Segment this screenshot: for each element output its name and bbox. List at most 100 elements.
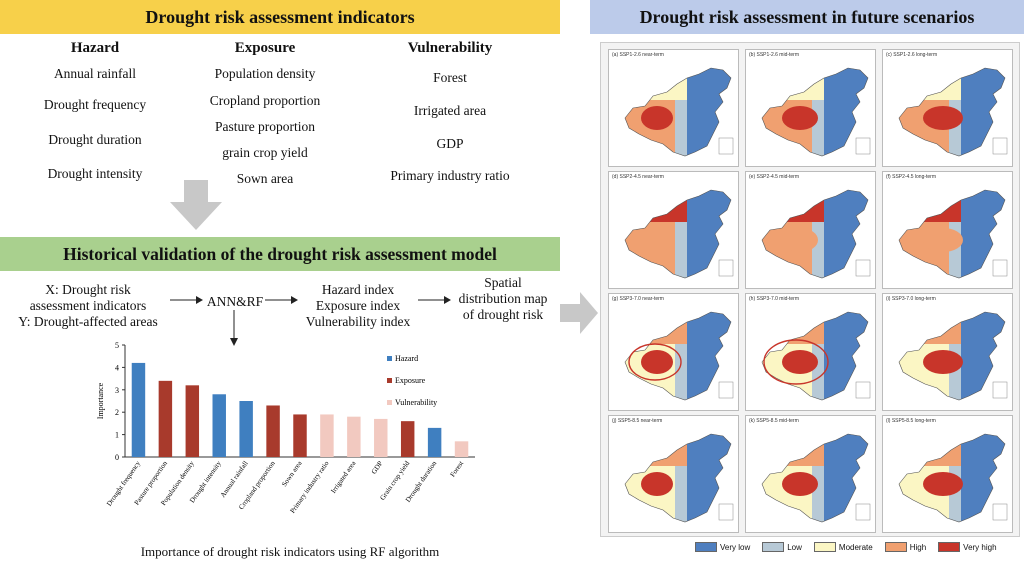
scenario-map: (g) SSP3-7.0 near-term [608,293,739,411]
bar-sown-area [293,414,307,457]
risk-legend-label: Moderate [838,542,873,552]
x-tick-label: Sown area [280,459,304,488]
legend-label: Exposure [395,376,426,385]
bar-drought-frequency [131,362,146,457]
bar-forest [454,441,469,457]
vulnerability-index-label: Vulnerability index [305,314,411,329]
indicators-banner: Drought risk assessment indicators [0,0,560,34]
arrow-right-icon [170,296,203,304]
scenario-map: (k) SSP5-8.5 mid-term [745,415,876,533]
x-tick-label: Irrigated area [329,459,358,495]
hazard-item: Drought duration [48,132,142,147]
scenario-maps-panel: (a) SSP1-2.6 near-term (b) SSP1-2.6 mid-t… [600,42,1020,537]
y-tick-label: 5 [115,341,119,350]
map-caption: (l) SSP5-8.5 long-term [886,418,936,424]
risk-legend-item: Moderate [813,542,873,552]
legend-swatch [387,356,392,361]
arrow-right-icon [265,296,298,304]
vulnerability-item: Irrigated area [413,103,487,118]
bar-pasture-proportion [158,380,173,457]
map-caption: (e) SSP2-4.5 mid-term [749,174,800,180]
vulnerability-column: Vulnerability Forest Irrigated area GDP … [375,40,525,190]
bar-population-density [185,385,200,457]
scenario-map: (c) SSP1-2.6 long-term [882,49,1013,167]
exposure-index-label: Exposure index [315,298,401,313]
scenario-map: (i) SSP3-7.0 long-term [882,293,1013,411]
risk-legend-swatch [884,542,907,552]
vulnerability-item: Primary industry ratio [390,168,510,183]
exposure-item: Sown area [236,171,294,186]
right-arrow-icon [560,292,598,334]
output-label: Spatial distribution map of drought risk [448,275,558,323]
legend-label: Vulnerability [395,398,437,407]
risk-legend-item: Low [762,542,802,552]
risk-legend-label: Very low [720,542,751,552]
hazard-item: Annual rainfall [53,66,137,81]
y-tick-label: 2 [115,408,119,417]
vulnerability-item: Forest [433,70,467,85]
index-list: Hazard index Exposure index Vulnerabilit… [296,282,420,330]
vulnerability-item: GDP [436,136,464,151]
scenario-map: (j) SSP5-8.5 near-term [608,415,739,533]
x-tick-label: Annual rainfall [219,460,250,500]
risk-legend-swatch [938,542,961,552]
bar-cropland-proportion [266,405,280,457]
bar-drought-duration [427,427,442,457]
scenario-map: (l) SSP5-8.5 long-term [882,415,1013,533]
scenario-map: (f) SSP2-4.5 long-term [882,171,1013,289]
map-caption: (d) SSP2-4.5 near-term [612,174,664,180]
map-caption: (b) SSP1-2.6 mid-term [749,52,800,58]
risk-legend-label: Low [787,542,802,552]
bar-primary-industry-ratio [320,414,334,457]
scenario-map: (e) SSP2-4.5 mid-term [745,171,876,289]
risk-legend-swatch [762,542,785,552]
map-caption: (f) SSP2-4.5 long-term [886,174,937,180]
map-caption: (g) SSP3-7.0 near-term [612,296,664,302]
scenario-map: (b) SSP1-2.6 mid-term [745,49,876,167]
exposure-title: Exposure [234,40,296,56]
map-caption: (k) SSP5-8.5 mid-term [749,418,799,424]
hazard-item: Drought intensity [47,166,143,181]
scenario-map: (a) SSP1-2.6 near-term [608,49,739,167]
flow-y-line: Y: Drought-affected areas [18,314,158,329]
y-tick-label: 0 [115,453,119,462]
flow-x-line2: assessment indicators [29,298,147,313]
chart-caption: Importance of drought risk indicators us… [140,544,440,559]
y-axis-label: Importance [96,382,105,419]
validation-banner: Historical validation of the drought ris… [0,237,560,271]
risk-legend-item: High [884,542,927,552]
y-tick-label: 4 [115,363,119,372]
exposure-item: Cropland proportion [209,93,321,108]
map-caption: (c) SSP1-2.6 long-term [886,52,938,58]
arrow-down-icon [230,310,238,346]
flow-x-label: X: Drought risk assessment indicators Y:… [8,282,168,330]
hazard-index-label: Hazard index [321,282,395,297]
bar-gdp [374,418,388,457]
x-tick-label: GDP [370,459,385,475]
exposure-item: Population density [214,66,316,81]
risk-legend-label: Very high [963,542,997,552]
x-tick-label: Forest [449,460,466,479]
map-caption: (h) SSP3-7.0 mid-term [749,296,800,302]
risk-legend-label: High [909,542,927,552]
bar-annual-rainfall [239,401,253,457]
hazard-title: Hazard [70,40,120,56]
model-label: ANN&RF [206,294,264,309]
bar-grain-crop-yield [400,421,415,457]
legend-label: Hazard [395,354,418,363]
risk-legend-swatch [695,542,717,552]
bar-irrigated-area [347,416,361,457]
map-caption: (i) SSP3-7.0 long-term [886,296,936,302]
exposure-item: grain crop yield [222,145,308,160]
hazard-item: Drought frequency [43,97,147,112]
y-tick-label: 1 [115,431,119,440]
hazard-column: Hazard Annual rainfall Drought frequency… [20,40,170,190]
risk-legend-item: Very low [695,542,750,552]
output-line1: Spatial [484,275,522,290]
scenario-map: (d) SSP2-4.5 near-term [608,171,739,289]
risk-legend-swatch [813,542,836,552]
map-caption: (a) SSP1-2.6 near-term [612,52,664,58]
flow-x-line1: X: Drought risk [45,282,131,297]
risk-legend-item: Very high [938,542,997,552]
